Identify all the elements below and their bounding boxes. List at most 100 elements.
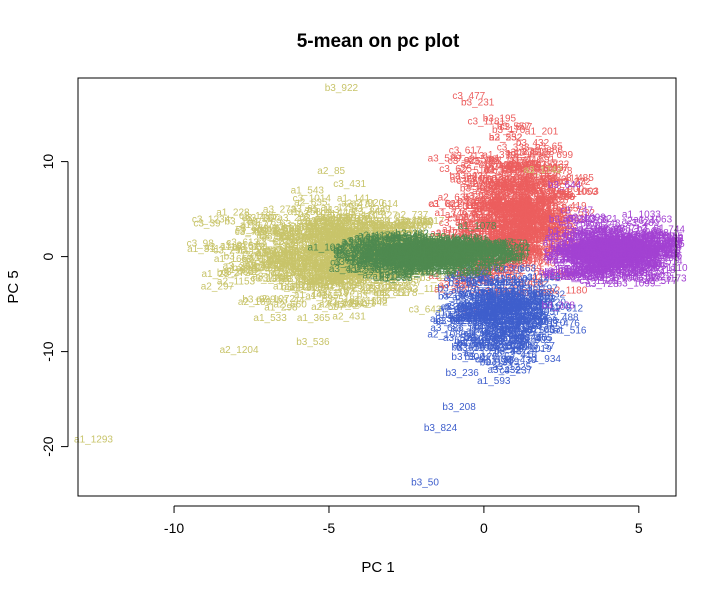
cluster-point: a2_1236 <box>635 244 674 255</box>
cluster-point: b3_935 <box>357 291 391 302</box>
cluster-point: a2_1169 <box>524 215 563 226</box>
cluster-point: b3_1010 <box>334 245 373 256</box>
cluster-point: a1_348 <box>366 235 400 246</box>
cluster-point: b3_889 <box>448 311 482 322</box>
cluster-point: a1_157 <box>548 265 582 276</box>
cluster-point: a2_1215 <box>506 175 545 186</box>
cluster-point: a2_856 <box>473 243 507 254</box>
cluster-point: c3_827 <box>362 254 395 265</box>
cluster-point: c3_792 <box>483 215 516 226</box>
cluster-point: c3_845 <box>353 206 386 217</box>
cluster-point: a3_278 <box>429 243 463 254</box>
cluster-point: c3_1232 <box>428 239 467 250</box>
cluster-point: a2_307 <box>345 253 379 264</box>
point-label: b3_208 <box>442 402 476 413</box>
cluster-point: a3_1087 <box>509 314 548 325</box>
cluster-point: a2_849 <box>463 182 497 193</box>
cluster-point: a2_1120 <box>529 244 568 255</box>
cluster-point: b3_414 <box>646 251 680 262</box>
cluster-point: b3_518 <box>374 262 408 273</box>
chart-title: 5-mean on pc plot <box>297 31 460 52</box>
y-tick-label: -10 <box>40 341 56 361</box>
y-tick-label: 0 <box>40 252 56 260</box>
point-label: b3_195 <box>483 113 517 124</box>
cluster-point: b3_1259 <box>642 242 681 253</box>
cluster-point: b3_21 <box>440 256 468 267</box>
cluster-point: a1_492 <box>324 282 358 293</box>
cluster-point: a1_344 <box>371 252 405 263</box>
cluster-point: b3_449 <box>637 241 671 252</box>
cluster-point: a1_3 <box>609 249 632 260</box>
cluster-point: b3_491 <box>455 234 489 245</box>
cluster-point: b3_900 <box>448 278 482 289</box>
cluster-point: a1_373 <box>596 253 630 264</box>
cluster-point: a1_860 <box>513 312 547 323</box>
cluster-point: a1_550 <box>284 268 318 279</box>
cluster-point: b3_607 <box>334 269 368 280</box>
cluster-point: c3_168 <box>377 234 410 245</box>
cluster-point: a2_427 <box>349 226 383 237</box>
cluster-point: a2_313 <box>400 257 434 268</box>
cluster-point: a3_709 <box>473 224 507 235</box>
cluster-point: b3_91 <box>474 201 502 212</box>
cluster-point: a1_177 <box>240 220 274 231</box>
cluster-point: a1_137 <box>244 260 278 271</box>
cluster-point: a1_933 <box>398 237 432 248</box>
cluster-point: a3_668 <box>433 251 467 262</box>
cluster-point: a3_700 <box>357 237 391 248</box>
cluster-point: c3_944 <box>511 197 544 208</box>
cluster-point: a2_249 <box>486 303 520 314</box>
cluster-point: a2_24 <box>510 346 538 357</box>
cluster-point: a1_566 <box>615 256 649 267</box>
cluster-point: a3_385 <box>582 241 616 252</box>
cluster-point: a1_536 <box>528 170 562 181</box>
cluster-point: b3_272 <box>557 177 591 188</box>
cluster-point: a2_20 <box>438 245 466 256</box>
cluster-point: c3_494 <box>622 230 655 241</box>
cluster-point: c3_1090 <box>367 258 406 269</box>
cluster-point: a3_897 <box>532 186 566 197</box>
cluster-point: c3_926 <box>448 156 481 167</box>
cluster-point: a2_487 <box>389 246 423 257</box>
cluster-point: c3_667 <box>526 223 559 234</box>
cluster-point: a3_1279 <box>407 232 446 243</box>
cluster-point: c3_488 <box>563 237 596 248</box>
cluster-point: b3_58 <box>435 316 463 327</box>
cluster-point: a2_522 <box>394 256 428 267</box>
point-label: a2_189 <box>238 297 272 308</box>
cluster-point: a1_881 <box>445 228 479 239</box>
cluster-point: b3_343 <box>412 239 446 250</box>
cluster-point: a3_382 <box>341 224 375 235</box>
cluster-point: a3_439 <box>503 355 537 366</box>
cluster-point: a2_1215 <box>472 210 511 221</box>
cluster-point: a3_619 <box>448 253 482 264</box>
cluster-point: a2_898 <box>406 240 440 251</box>
cluster-point: a1_25 <box>201 269 229 280</box>
cluster-point: a2_668 <box>520 215 554 226</box>
cluster-point: a2_961 <box>510 248 544 259</box>
cluster-point: b3_214 <box>478 268 512 279</box>
cluster-point: b3_888 <box>317 258 351 269</box>
cluster-point: a3_787 <box>433 316 467 327</box>
cluster-point: c3_1181 <box>467 117 505 128</box>
cluster-point: a1_446 <box>509 155 543 166</box>
cluster-point: a1_968 <box>338 256 372 267</box>
cluster-point: c3_1165 <box>306 247 344 258</box>
cluster-point: b3_603 <box>442 250 476 261</box>
cluster-point: a1_623 <box>629 273 663 284</box>
cluster-point: a2_1216 <box>301 257 340 268</box>
cluster-point: a1_1221 <box>518 198 557 209</box>
cluster-point: a2_540 <box>484 187 518 198</box>
cluster-point: b3_161 <box>580 269 614 280</box>
cluster-point: b3_1220 <box>312 230 351 241</box>
cluster-point: a3_1048 <box>341 236 380 247</box>
cluster-point: c3_871 <box>605 244 638 255</box>
cluster-point: c3_649 <box>586 255 619 266</box>
cluster-point: b3_1059 <box>417 240 456 251</box>
cluster-point: a2_446 <box>426 253 460 264</box>
cluster-point: c3_291 <box>503 180 536 191</box>
cluster-point: b3_1174 <box>303 280 342 291</box>
cluster-point: c3_876 <box>492 186 525 197</box>
cluster-point: c3_1117 <box>349 243 386 254</box>
cluster-point: a1_566 <box>466 313 500 324</box>
